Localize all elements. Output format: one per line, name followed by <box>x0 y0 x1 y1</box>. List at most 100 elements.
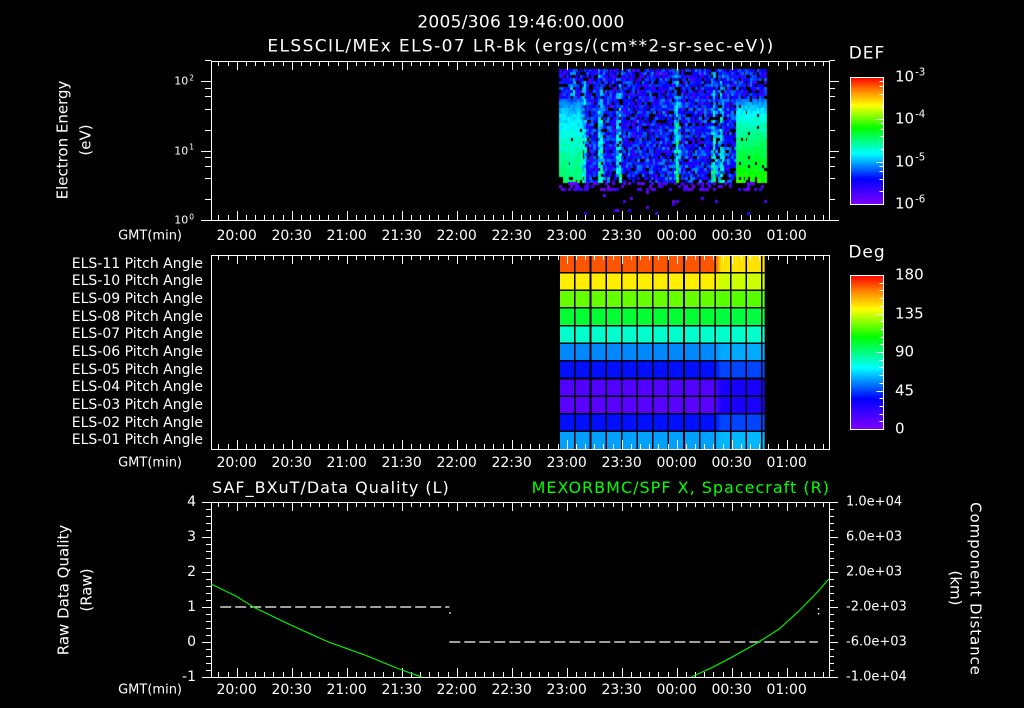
pitch-angle-cell <box>699 290 716 308</box>
pitch-angle-cell <box>559 272 575 291</box>
pitch-angle-cell <box>559 290 575 308</box>
pitch-angle-cell <box>637 272 653 291</box>
pitch-angle-cell <box>761 255 765 273</box>
tick-label-exponent: 0 <box>189 212 194 222</box>
pitch-angle-cell <box>606 290 622 308</box>
def-colorbar-title: DEF <box>848 43 886 64</box>
pitch-angle-cell <box>590 343 607 361</box>
pitch-angle-cell <box>652 413 669 432</box>
time-tick-label: 20:00 <box>216 228 257 244</box>
pitch-angle-cell <box>559 325 575 344</box>
pitch-angle-row-label: ELS-06 Pitch Angle <box>71 344 203 360</box>
pitch-angle-cell <box>652 307 669 326</box>
pitch-angle-cell <box>637 255 653 273</box>
pitch-angle-cell <box>684 290 700 308</box>
pitch-angle-cell <box>590 325 607 344</box>
pitch-angle-row-label: ELS-10 Pitch Angle <box>71 273 203 290</box>
pitch-angle-cell <box>684 325 700 344</box>
tick-label-exponent: -4 <box>915 109 926 121</box>
pitch-angle-cell <box>730 431 747 449</box>
pitch-angle-cell <box>590 396 607 414</box>
tick-label-exponent: -5 <box>915 151 926 163</box>
pitch-angle-cell <box>574 360 591 379</box>
energy-axis-label: Electron Energy <box>53 80 72 200</box>
pitch-angle-cell-transition <box>715 325 722 344</box>
def-colorbar <box>850 77 884 205</box>
pitch-angle-cell <box>590 378 607 397</box>
pitch-angle-cell <box>559 378 575 397</box>
quality-plot-frame <box>211 502 830 678</box>
time-tick-label: 01:00 <box>766 455 807 471</box>
tick-label-exponent: 2 <box>189 73 194 83</box>
time-axis-label: GMT(min) <box>118 228 182 244</box>
deg-colorbar-tick-label: 180 <box>895 265 924 284</box>
deg-colorbar <box>850 275 884 430</box>
pitch-angle-cell <box>730 343 747 361</box>
pitch-angle-cell <box>761 360 765 379</box>
time-tick-label: 20:30 <box>271 228 312 244</box>
energy-panel-axes <box>211 61 830 221</box>
pitch-angle-cell-transition <box>715 378 722 397</box>
pitch-angle-cell <box>668 307 684 326</box>
tick-label-base: 10 <box>895 194 915 213</box>
time-tick-label: 20:30 <box>271 682 312 698</box>
pitch-angle-cell <box>621 343 638 361</box>
pitch-angle-cell <box>684 378 700 397</box>
pitch-angle-cell <box>574 307 591 326</box>
pitch-angle-cell <box>574 431 591 449</box>
pitch-panel-axes <box>211 255 830 450</box>
pitch-angle-cell <box>699 396 716 414</box>
pitch-angle-cell <box>730 272 747 291</box>
pitch-angle-cell <box>637 431 653 449</box>
right-y-tick-label: -2.0e+03 <box>846 599 907 615</box>
time-tick-label: 22:30 <box>491 228 532 244</box>
pitch-angle-cell <box>699 343 716 361</box>
left-y-tick-label: 3 <box>187 529 196 545</box>
right-y-tick-label: -6.0e+03 <box>846 634 907 650</box>
time-tick-label: 22:30 <box>491 682 532 698</box>
pitch-angle-cell <box>652 360 669 379</box>
pitch-angle-cell <box>684 272 700 291</box>
data-point-marker <box>817 613 820 615</box>
pitch-angle-cell <box>590 360 607 379</box>
pitch-angle-cell <box>730 255 747 273</box>
time-tick-label: 21:00 <box>326 682 367 698</box>
pitch-angle-cell <box>730 307 747 326</box>
pitch-angle-cell-transition <box>715 272 722 291</box>
pitch-angle-cell <box>684 307 700 326</box>
pitch-angle-cell <box>668 360 684 379</box>
pitch-angle-cell <box>637 343 653 361</box>
def-colorbar-tick-label: 10-3 <box>895 68 925 84</box>
deg-colorbar-tick-label: 135 <box>895 304 924 322</box>
quality-series <box>210 578 830 678</box>
def-colorbar-bar <box>850 77 884 205</box>
pitch-angle-cell <box>637 290 653 308</box>
deg-colorbar-tick-label: 90 <box>895 342 915 361</box>
pitch-angle-cell <box>668 290 684 308</box>
time-tick-label: 21:30 <box>381 682 422 698</box>
time-tick-label: 23:30 <box>601 228 642 244</box>
pitch-plot-frame <box>211 255 830 450</box>
pitch-angle-cell <box>606 360 622 379</box>
pitch-angle-cell <box>730 325 747 344</box>
time-tick-label: 20:00 <box>216 455 257 471</box>
pitch-angle-cell <box>652 290 669 308</box>
pitch-angle-cell <box>621 360 638 379</box>
quality-panel-axes <box>211 502 830 678</box>
tick-label-base: 10 <box>895 109 915 128</box>
time-axis-label: GMT(min) <box>118 682 182 698</box>
left-y-tick-label: 1 <box>187 599 196 615</box>
def-colorbar-tick-label: 10-6 <box>895 194 925 213</box>
pitch-angle-cell <box>761 378 765 397</box>
plot-title: ELSSCIL/MEx ELS-07 LR-Bk (ergs/(cm**2-sr… <box>267 36 775 57</box>
pitch-angle-cell <box>606 378 622 397</box>
pitch-angle-cell <box>621 307 638 326</box>
pitch-angle-cell <box>668 255 684 273</box>
pitch-angle-cell <box>574 343 591 361</box>
pitch-angle-cell <box>684 396 700 414</box>
time-tick-label: 23:00 <box>546 455 587 471</box>
time-tick-label: 22:00 <box>436 682 477 698</box>
pitch-angle-cell <box>699 360 716 379</box>
pitch-angle-cell <box>606 396 622 414</box>
pitch-angle-cell <box>559 360 575 379</box>
